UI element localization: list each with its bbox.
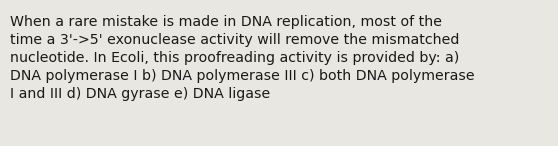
Text: When a rare mistake is made in DNA replication, most of the
time a 3'->5' exonuc: When a rare mistake is made in DNA repli… bbox=[10, 15, 475, 101]
